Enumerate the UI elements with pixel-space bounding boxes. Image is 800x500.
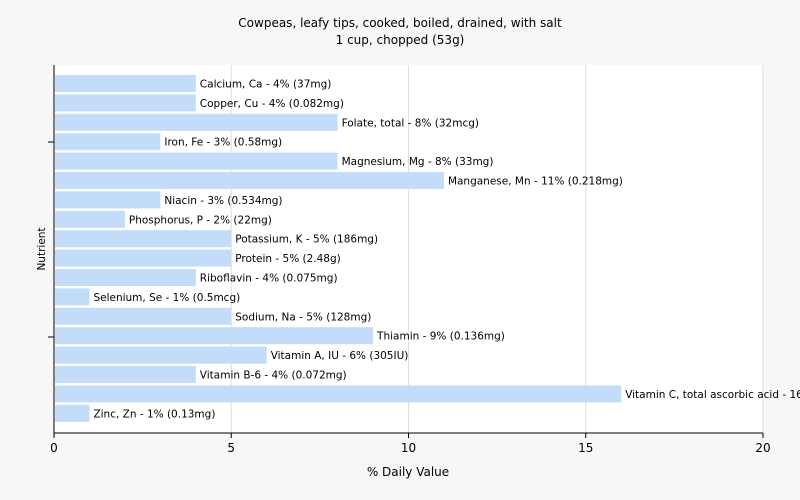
x-tick-label-4: 20 — [755, 441, 770, 455]
chart-title: Cowpeas, leafy tips, cooked, boiled, dra… — [238, 16, 562, 30]
x-tick-label-0: 0 — [50, 441, 58, 455]
bar — [55, 385, 622, 403]
bar-label: Magnesium, Mg - 8% (33mg) — [342, 156, 494, 168]
bar-label: Vitamin A, IU - 6% (305IU) — [271, 350, 409, 362]
bar — [55, 172, 444, 189]
bar-label: Vitamin C, total ascorbic acid - 16% (9.… — [625, 389, 800, 401]
bar — [55, 327, 374, 345]
bar — [55, 269, 196, 286]
bar-label: Folate, total - 8% (32mcg) — [342, 117, 479, 129]
bar-label: Copper, Cu - 4% (0.082mg) — [200, 98, 344, 110]
bar-label: Phosphorus, P - 2% (22mg) — [129, 214, 272, 226]
bar-label: Riboflavin - 4% (0.075mg) — [200, 273, 338, 285]
x-tick-label-1: 5 — [227, 441, 235, 455]
bar — [55, 346, 267, 364]
bar — [55, 366, 196, 383]
bar — [55, 249, 232, 267]
axes: 0 5 10 15 20 — [48, 65, 771, 455]
bar — [55, 75, 196, 92]
chart-subtitle: 1 cup, chopped (53g) — [336, 33, 465, 47]
bar-label: Manganese, Mn - 11% (0.218mg) — [448, 176, 623, 188]
bar-label: Niacin - 3% (0.534mg) — [164, 195, 282, 207]
bar — [55, 210, 125, 228]
x-tick-label-3: 15 — [578, 441, 593, 455]
bar-label: Iron, Fe - 3% (0.58mg) — [164, 137, 282, 149]
bar-label: Vitamin B-6 - 4% (0.072mg) — [200, 370, 347, 382]
bar-label: Thiamin - 9% (0.136mg) — [376, 331, 505, 343]
bar-label: Sodium, Na - 5% (128mg) — [235, 311, 371, 323]
bar — [55, 288, 90, 306]
bar — [55, 133, 161, 151]
x-tick-label-2: 10 — [401, 441, 416, 455]
bar — [55, 230, 232, 248]
bar-label: Protein - 5% (2.48g) — [235, 253, 341, 265]
x-axis-label: % Daily Value — [367, 465, 449, 479]
y-axis-label: Nutrient — [36, 227, 48, 270]
bar-label: Calcium, Ca - 4% (37mg) — [200, 79, 332, 91]
bar — [55, 404, 90, 422]
bar — [55, 191, 161, 209]
bar — [55, 113, 338, 131]
bar-label: Selenium, Se - 1% (0.5mcg) — [93, 292, 240, 304]
bar-label: Zinc, Zn - 1% (0.13mg) — [93, 408, 215, 420]
bars: Calcium, Ca - 4% (37mg) Copper, Cu - 4% (… — [55, 75, 800, 422]
bar — [55, 94, 196, 112]
bar-label: Potassium, K - 5% (186mg) — [235, 234, 378, 246]
bar — [55, 152, 338, 170]
bar — [55, 307, 232, 325]
